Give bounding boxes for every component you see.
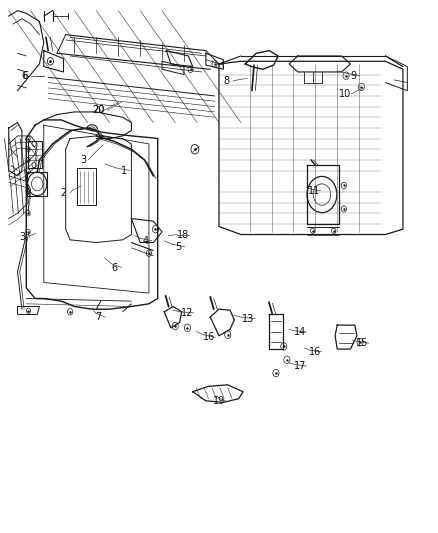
Text: 16: 16: [309, 347, 321, 357]
Text: 14: 14: [294, 327, 306, 337]
Text: 1: 1: [121, 166, 127, 175]
Text: 4: 4: [143, 236, 149, 246]
Text: 11: 11: [308, 186, 321, 196]
Text: 9: 9: [351, 71, 357, 80]
Text: 20: 20: [92, 106, 105, 115]
Text: 6: 6: [22, 71, 28, 80]
Text: 6: 6: [111, 263, 117, 272]
Text: 2: 2: [60, 188, 67, 198]
Text: 17: 17: [294, 361, 306, 371]
Text: 3: 3: [80, 155, 86, 165]
Text: 10: 10: [339, 89, 351, 99]
Text: 20: 20: [92, 106, 105, 115]
Text: 6: 6: [21, 71, 27, 80]
Text: 12: 12: [181, 308, 193, 318]
Text: 5: 5: [175, 242, 181, 252]
Text: 13: 13: [242, 314, 254, 324]
Text: 3: 3: [20, 232, 26, 242]
Text: 19: 19: [213, 396, 225, 406]
Text: 8: 8: [224, 76, 230, 86]
Text: 18: 18: [177, 230, 189, 239]
Text: 15: 15: [356, 338, 368, 348]
Text: 16: 16: [203, 333, 215, 342]
Text: 7: 7: [95, 312, 102, 322]
